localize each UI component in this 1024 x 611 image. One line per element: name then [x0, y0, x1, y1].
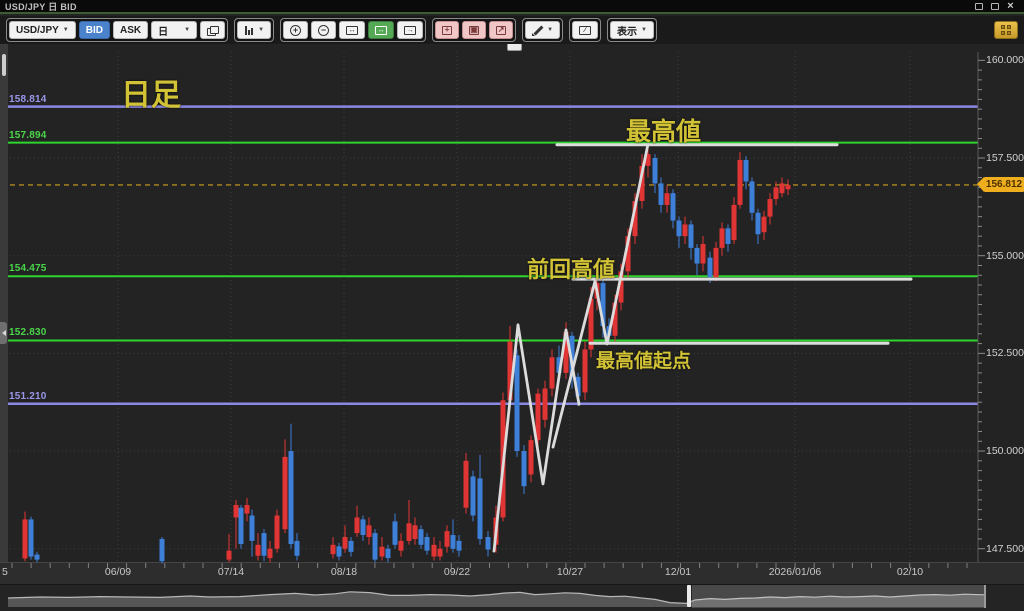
x-axis-label: 02/10 — [896, 566, 924, 578]
symbol-group: USD/JPY ▼ BID ASK 日 ▼ — [6, 18, 229, 42]
chart-type-group: ▼ — [234, 18, 275, 42]
period-select[interactable]: 日 ▼ — [151, 21, 198, 39]
window-title: USD/JPY 日 BID — [5, 1, 77, 12]
zoom-out-icon: − — [318, 24, 330, 36]
bar-chart-icon — [244, 25, 254, 35]
minimize-icon — [974, 2, 983, 10]
chevron-down-icon: ▼ — [641, 27, 647, 33]
duplicate-chart-button[interactable] — [200, 21, 226, 39]
mini-chart-icon: ∕ — [579, 25, 592, 35]
compare-chart-button[interactable]: ∕ — [572, 21, 599, 39]
price-line-label: 158.814 — [9, 93, 47, 105]
layout-grid-button[interactable] — [994, 21, 1018, 39]
toolbar: USD/JPY ▼ BID ASK 日 ▼ ▼ + − ↔ ↔ → — [0, 16, 1024, 44]
x-axis-label: 06/09 — [104, 566, 132, 578]
symbol-label: USD/JPY — [16, 24, 59, 36]
add-indicator-button[interactable]: + — [435, 21, 460, 39]
period-label: 日 — [158, 26, 169, 38]
chart-plus-icon: + — [442, 25, 453, 35]
chevron-down-icon: ▼ — [184, 27, 191, 33]
price-line-label: 151.210 — [9, 390, 47, 402]
zoom-out-button[interactable]: − — [311, 21, 337, 39]
chevron-down-icon: ▼ — [547, 27, 554, 33]
auto-scale-icon: ↔ — [375, 25, 388, 35]
go-to-latest-button[interactable]: → — [397, 21, 424, 39]
title-bar: USD/JPY 日 BID × — [0, 0, 1024, 14]
chart-type-button[interactable]: ▼ — [237, 21, 272, 39]
chevron-down-icon: ▼ — [62, 27, 69, 33]
y-axis-label: 150.000 — [986, 445, 1024, 458]
close-button[interactable]: × — [1007, 0, 1014, 12]
scrollbar-thumb[interactable] — [2, 54, 6, 76]
draw-tools-button[interactable]: ▼ — [525, 21, 561, 39]
draw-group: ▼ — [522, 18, 564, 42]
y-axis-label: 152.500 — [986, 347, 1024, 360]
navigator[interactable] — [0, 584, 1024, 611]
grid-layout-icon — [1001, 25, 1011, 35]
x-axis-label: 08/18 — [330, 566, 358, 578]
display-menu-button[interactable]: 表示 ▼ — [610, 21, 654, 39]
zoom-in-icon: + — [290, 24, 302, 36]
auto-scale-button[interactable]: ↔ — [368, 21, 395, 39]
panel-collapse-handle[interactable] — [0, 322, 7, 344]
current-price-tag: 156.812 — [977, 177, 1024, 193]
chevron-down-icon: ▼ — [258, 27, 265, 33]
y-axis-label: 155.000 — [986, 249, 1024, 262]
navigator-handle[interactable] — [687, 585, 691, 607]
indicator-group: + ▣ ↗ — [432, 18, 517, 42]
y-axis-label: 157.500 — [986, 152, 1024, 165]
x-axis-label: 5 — [2, 566, 8, 578]
x-axis-label: 10/27 — [556, 566, 584, 578]
display-group: 表示 ▼ — [607, 18, 657, 42]
chart-overlay-icon: ▣ — [469, 25, 480, 35]
annotation-previous-high[interactable]: 前回高値 — [527, 257, 616, 282]
date-axis[interactable] — [0, 562, 1024, 584]
annotation-high-origin[interactable]: 最高値起点 — [596, 351, 692, 372]
bid-button[interactable]: BID — [78, 21, 110, 39]
compare-group: ∕ — [569, 18, 602, 42]
pencil-icon — [532, 25, 543, 36]
window-controls: × — [974, 0, 1019, 12]
chart-link-icon: ↗ — [496, 25, 507, 35]
x-axis-label: 12/01 — [664, 566, 692, 578]
price-line-label: 157.894 — [9, 129, 47, 141]
symbol-select[interactable]: USD/JPY ▼ — [9, 21, 76, 39]
overlay-indicator-button[interactable]: ▣ — [462, 21, 487, 39]
annotation-highest[interactable]: 最高値 — [626, 118, 702, 146]
y-axis-label: 160.000 — [986, 54, 1024, 67]
overlap-squares-icon — [207, 25, 220, 36]
y-axis-label: 147.500 — [986, 542, 1024, 555]
maximize-button[interactable] — [990, 2, 999, 10]
display-label: 表示 — [617, 26, 638, 38]
fit-width-icon: ↔ — [346, 25, 359, 35]
arrow-right-box-icon: → — [404, 25, 417, 35]
chart-plot-area[interactable] — [0, 44, 1024, 562]
x-axis-label: 07/14 — [217, 566, 245, 578]
price-line-label: 152.830 — [9, 327, 47, 339]
x-axis-label: 09/22 — [443, 566, 471, 578]
zoom-in-button[interactable]: + — [283, 21, 309, 39]
x-axis-label: 2026/01/06 — [768, 566, 822, 578]
zoom-group: + − ↔ ↔ → — [280, 18, 427, 42]
fit-width-button[interactable]: ↔ — [339, 21, 366, 39]
annotation-timeframe[interactable]: 日足 — [121, 79, 181, 112]
left-scrollbar[interactable] — [0, 44, 8, 562]
ask-button[interactable]: ASK — [112, 21, 149, 39]
price-line-label: 154.475 — [9, 263, 47, 275]
minimize-button[interactable] — [974, 2, 983, 10]
link-indicator-button[interactable]: ↗ — [489, 21, 514, 39]
maximize-icon — [990, 2, 999, 10]
